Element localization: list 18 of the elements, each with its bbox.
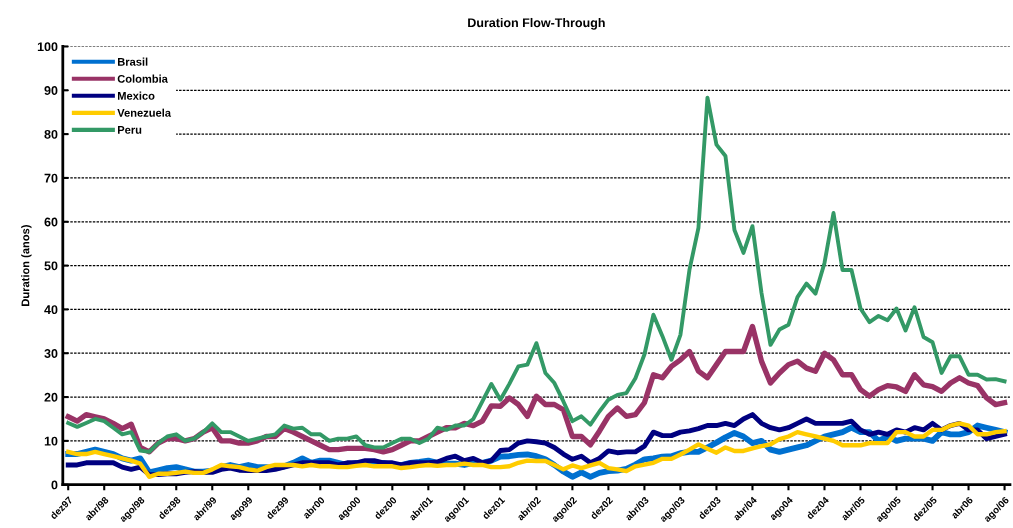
y-axis-title: Duration (anos) [21,225,32,306]
y-tick-label: 70 [44,173,58,183]
y-tick-label: 10 [44,436,58,446]
legend-label: Venezuela [117,108,172,117]
legend-label: Brasil [117,57,148,66]
y-tick-label: 60 [44,217,58,227]
y-tick-label: 0 [51,480,58,490]
legend-label: Mexico [117,91,155,100]
y-tick-label: 100 [37,42,58,52]
legend-label: Peru [117,126,142,134]
y-tick-label: 50 [44,261,58,271]
y-tick-label: 30 [44,349,58,358]
y-tick-label: 20 [44,392,58,402]
y-tick-label: 80 [44,129,58,139]
y-tick-label: 40 [44,305,58,315]
y-tick-label: 90 [44,86,58,95]
legend-label: Colombia [117,74,168,83]
chart-title: Duration Flow-Through [468,17,605,30]
